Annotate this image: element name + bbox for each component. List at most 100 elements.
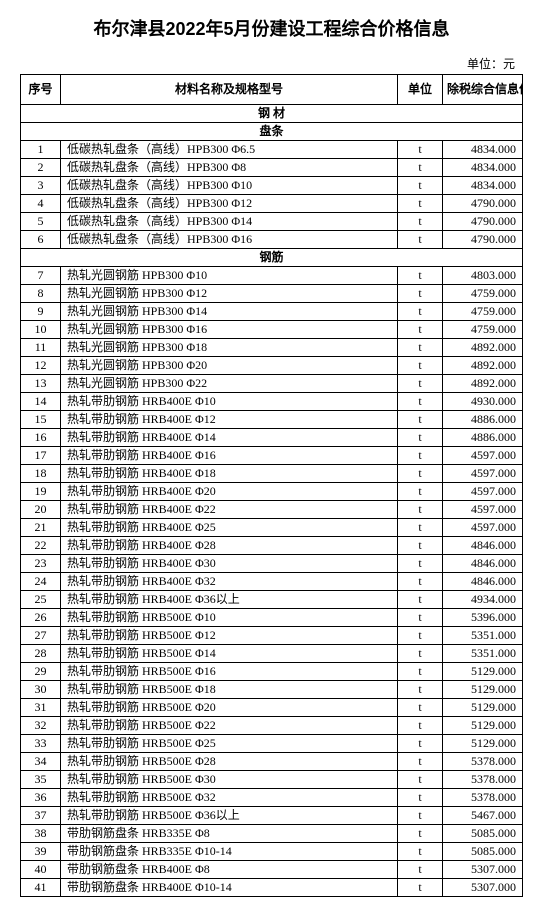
cell-price: 5307.000 (443, 861, 523, 879)
cell-unit: t (398, 735, 443, 753)
table-row: 19热轧带肋钢筋 HRB400E Φ20t4597.000 (21, 483, 523, 501)
cell-price: 5378.000 (443, 753, 523, 771)
cell-unit: t (398, 609, 443, 627)
cell-unit: t (398, 501, 443, 519)
cell-seq: 31 (21, 699, 61, 717)
cell-unit: t (398, 555, 443, 573)
cell-unit: t (398, 789, 443, 807)
cell-unit: t (398, 807, 443, 825)
cell-seq: 6 (21, 231, 61, 249)
cell-price: 4790.000 (443, 231, 523, 249)
cell-seq: 30 (21, 681, 61, 699)
cell-seq: 41 (21, 879, 61, 897)
table-row: 17热轧带肋钢筋 HRB400E Φ16t4597.000 (21, 447, 523, 465)
cell-price: 5085.000 (443, 825, 523, 843)
cell-seq: 33 (21, 735, 61, 753)
cell-seq: 8 (21, 285, 61, 303)
cell-seq: 12 (21, 357, 61, 375)
cell-unit: t (398, 771, 443, 789)
cell-seq: 40 (21, 861, 61, 879)
cell-unit: t (398, 213, 443, 231)
cell-name: 热轧带肋钢筋 HRB400E Φ20 (61, 483, 398, 501)
cell-name: 热轧光圆钢筋 HPB300 Φ10 (61, 267, 398, 285)
cell-price: 4834.000 (443, 177, 523, 195)
cell-seq: 23 (21, 555, 61, 573)
cell-name: 低碳热轧盘条（高线）HPB300 Φ16 (61, 231, 398, 249)
table-row: 14热轧带肋钢筋 HRB400E Φ10t4930.000 (21, 393, 523, 411)
cell-seq: 28 (21, 645, 61, 663)
cell-name: 热轧带肋钢筋 HRB500E Φ18 (61, 681, 398, 699)
cell-price: 5467.000 (443, 807, 523, 825)
cell-unit: t (398, 465, 443, 483)
cell-price: 5129.000 (443, 699, 523, 717)
cell-name: 热轧带肋钢筋 HRB400E Φ18 (61, 465, 398, 483)
cell-seq: 27 (21, 627, 61, 645)
table-row: 37热轧带肋钢筋 HRB500E Φ36以上t5467.000 (21, 807, 523, 825)
table-row: 38带肋钢筋盘条 HRB335E Φ8t5085.000 (21, 825, 523, 843)
cell-unit: t (398, 825, 443, 843)
cell-seq: 10 (21, 321, 61, 339)
cell-seq: 13 (21, 375, 61, 393)
table-row: 33热轧带肋钢筋 HRB500E Φ25t5129.000 (21, 735, 523, 753)
cell-seq: 35 (21, 771, 61, 789)
cell-price: 4834.000 (443, 159, 523, 177)
table-row: 41带肋钢筋盘条 HRB400E Φ10-14t5307.000 (21, 879, 523, 897)
cell-price: 4803.000 (443, 267, 523, 285)
cell-seq: 29 (21, 663, 61, 681)
cell-seq: 38 (21, 825, 61, 843)
cell-unit: t (398, 699, 443, 717)
table-row: 39带肋钢筋盘条 HRB335E Φ10-14t5085.000 (21, 843, 523, 861)
cell-name: 热轧光圆钢筋 HPB300 Φ16 (61, 321, 398, 339)
table-row: 15热轧带肋钢筋 HRB400E Φ12t4886.000 (21, 411, 523, 429)
section-row: 钢 材 (21, 105, 523, 123)
table-row: 18热轧带肋钢筋 HRB400E Φ18t4597.000 (21, 465, 523, 483)
cell-name: 热轧带肋钢筋 HRB500E Φ28 (61, 753, 398, 771)
table-row: 12热轧光圆钢筋 HPB300 Φ20t4892.000 (21, 357, 523, 375)
table-row: 13热轧光圆钢筋 HPB300 Φ22t4892.000 (21, 375, 523, 393)
table-row: 25热轧带肋钢筋 HRB400E Φ36以上t4934.000 (21, 591, 523, 609)
cell-name: 热轧带肋钢筋 HRB500E Φ25 (61, 735, 398, 753)
cell-unit: t (398, 285, 443, 303)
col-name: 材料名称及规格型号 (61, 75, 398, 105)
cell-seq: 17 (21, 447, 61, 465)
cell-seq: 4 (21, 195, 61, 213)
cell-name: 热轧带肋钢筋 HRB500E Φ20 (61, 699, 398, 717)
section-row: 钢筋 (21, 249, 523, 267)
cell-unit: t (398, 141, 443, 159)
page-title: 布尔津县2022年5月份建设工程综合价格信息 (20, 15, 523, 41)
cell-unit: t (398, 519, 443, 537)
cell-name: 热轧光圆钢筋 HPB300 Φ14 (61, 303, 398, 321)
cell-seq: 15 (21, 411, 61, 429)
cell-price: 5351.000 (443, 645, 523, 663)
table-row: 24热轧带肋钢筋 HRB400E Φ32t4846.000 (21, 573, 523, 591)
cell-name: 低碳热轧盘条（高线）HPB300 Φ6.5 (61, 141, 398, 159)
cell-seq: 18 (21, 465, 61, 483)
cell-unit: t (398, 753, 443, 771)
cell-name: 热轧光圆钢筋 HPB300 Φ20 (61, 357, 398, 375)
cell-unit: t (398, 393, 443, 411)
cell-price: 5307.000 (443, 879, 523, 897)
cell-price: 4597.000 (443, 501, 523, 519)
section-label: 盘条 (21, 123, 523, 141)
cell-unit: t (398, 357, 443, 375)
cell-price: 4892.000 (443, 357, 523, 375)
cell-name: 热轧带肋钢筋 HRB500E Φ22 (61, 717, 398, 735)
cell-name: 热轧光圆钢筋 HPB300 Φ18 (61, 339, 398, 357)
table-row: 20热轧带肋钢筋 HRB400E Φ22t4597.000 (21, 501, 523, 519)
cell-price: 4892.000 (443, 375, 523, 393)
table-row: 23热轧带肋钢筋 HRB400E Φ30t4846.000 (21, 555, 523, 573)
cell-name: 热轧带肋钢筋 HRB500E Φ14 (61, 645, 398, 663)
cell-seq: 32 (21, 717, 61, 735)
cell-seq: 5 (21, 213, 61, 231)
cell-name: 热轧带肋钢筋 HRB400E Φ12 (61, 411, 398, 429)
table-header-row: 序号 材料名称及规格型号 单位 除税综合信息价 (21, 75, 523, 105)
cell-price: 4930.000 (443, 393, 523, 411)
cell-price: 4759.000 (443, 285, 523, 303)
table-row: 31热轧带肋钢筋 HRB500E Φ20t5129.000 (21, 699, 523, 717)
table-row: 7热轧光圆钢筋 HPB300 Φ10t4803.000 (21, 267, 523, 285)
cell-unit: t (398, 627, 443, 645)
cell-name: 带肋钢筋盘条 HRB335E Φ10-14 (61, 843, 398, 861)
table-row: 40带肋钢筋盘条 HRB400E Φ8t5307.000 (21, 861, 523, 879)
cell-seq: 26 (21, 609, 61, 627)
table-row: 11热轧光圆钢筋 HPB300 Φ18t4892.000 (21, 339, 523, 357)
